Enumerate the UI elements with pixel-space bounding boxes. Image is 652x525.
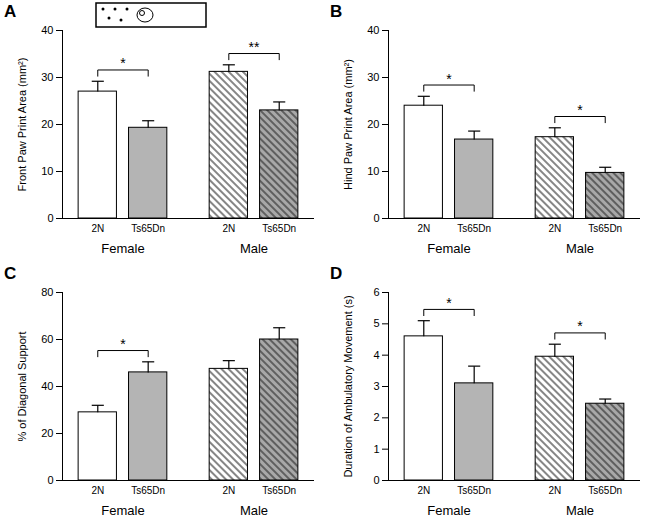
svg-text:*: * (446, 295, 452, 311)
svg-text:2N: 2N (548, 485, 561, 496)
svg-text:20: 20 (41, 427, 53, 439)
html-text:C: C (4, 264, 17, 283)
svg-text:*: * (446, 71, 452, 87)
svg-text:*: * (577, 318, 583, 334)
svg-text:Male: Male (566, 241, 594, 256)
svg-text:Front Paw Print Area (mm²): Front Paw Print Area (mm²) (16, 58, 28, 192)
svg-text:2N: 2N (222, 485, 235, 496)
svg-text:Ts65Dn: Ts65Dn (457, 223, 491, 234)
svg-text:20: 20 (367, 118, 379, 130)
svg-text:1: 1 (373, 443, 379, 455)
svg-text:0: 0 (373, 474, 379, 486)
svg-text:60: 60 (41, 333, 53, 345)
svg-text:Ts65Dn: Ts65Dn (262, 485, 296, 496)
svg-text:**: ** (249, 39, 260, 55)
svg-text:Female: Female (427, 241, 470, 256)
svg-text:% of Diagonal Support: % of Diagonal Support (16, 331, 28, 441)
svg-text:Ts65Dn: Ts65Dn (588, 223, 622, 234)
svg-text:Ts65Dn: Ts65Dn (131, 485, 165, 496)
svg-text:Duration of Ambulatory Movemen: Duration of Ambulatory Movement (s) (342, 295, 354, 477)
svg-text:3: 3 (373, 380, 379, 392)
svg-text:Ts65Dn: Ts65Dn (262, 223, 296, 234)
html-text:A: A (4, 2, 17, 21)
svg-text:2: 2 (373, 411, 379, 423)
svg-text:0: 0 (47, 474, 53, 486)
svg-text:2N: 2N (417, 485, 430, 496)
svg-text:10: 10 (41, 165, 53, 177)
html-text:B: B (330, 2, 343, 21)
svg-text:2N: 2N (548, 223, 561, 234)
svg-text:40: 40 (41, 24, 53, 36)
svg-text:6: 6 (373, 286, 379, 298)
html-text:D: D (330, 264, 343, 283)
svg-text:*: * (120, 55, 126, 71)
svg-text:Male: Male (566, 503, 594, 518)
svg-text:30: 30 (367, 71, 379, 83)
svg-text:Female: Female (101, 241, 144, 256)
svg-text:Ts65Dn: Ts65Dn (131, 223, 165, 234)
svg-text:Ts65Dn: Ts65Dn (588, 485, 622, 496)
svg-text:Male: Male (240, 503, 268, 518)
svg-text:5: 5 (373, 317, 379, 329)
svg-text:2N: 2N (417, 223, 430, 234)
svg-text:Female: Female (101, 503, 144, 518)
svg-text:20: 20 (41, 118, 53, 130)
svg-text:*: * (577, 102, 583, 118)
svg-text:Ts65Dn: Ts65Dn (457, 485, 491, 496)
svg-text:0: 0 (373, 212, 379, 224)
svg-text:2N: 2N (91, 485, 104, 496)
svg-text:30: 30 (41, 71, 53, 83)
svg-text:80: 80 (41, 286, 53, 298)
svg-text:2N: 2N (222, 223, 235, 234)
svg-text:0: 0 (47, 212, 53, 224)
svg-text:Male: Male (240, 241, 268, 256)
svg-text:Female: Female (427, 503, 470, 518)
svg-text:40: 40 (41, 380, 53, 392)
svg-text:4: 4 (373, 349, 379, 361)
svg-text:2N: 2N (91, 223, 104, 234)
svg-text:*: * (120, 336, 126, 352)
svg-text:10: 10 (367, 165, 379, 177)
svg-text:40: 40 (367, 24, 379, 36)
svg-text:Hind Paw Print Area (mm²): Hind Paw Print Area (mm²) (342, 59, 354, 190)
